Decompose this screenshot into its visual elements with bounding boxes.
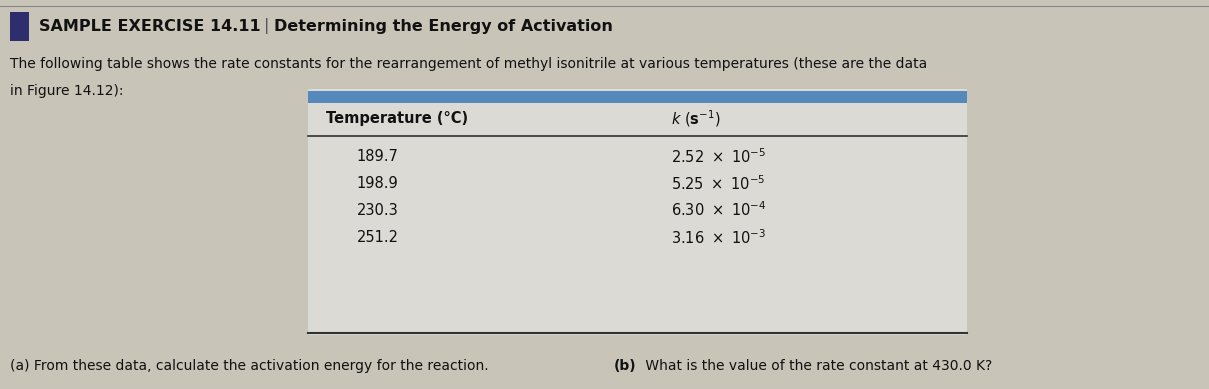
Text: What is the value of the rate constant at 430.0 K?: What is the value of the rate constant a… [641, 359, 993, 373]
Text: $5.25\ \times\ 10^{-5}$: $5.25\ \times\ 10^{-5}$ [671, 174, 765, 193]
Text: 189.7: 189.7 [357, 149, 399, 164]
Text: Determining the Energy of Activation: Determining the Energy of Activation [274, 19, 613, 34]
Text: $3.16\ \times\ 10^{-3}$: $3.16\ \times\ 10^{-3}$ [671, 228, 767, 247]
Text: (a) From these data, calculate the activation energy for the reaction.: (a) From these data, calculate the activ… [10, 359, 493, 373]
Text: |: | [264, 18, 268, 35]
Bar [10, 12, 29, 41]
Text: SAMPLE EXERCISE 14.11: SAMPLE EXERCISE 14.11 [39, 19, 260, 34]
Text: The following table shows the rate constants for the rearrangement of methyl iso: The following table shows the rate const… [10, 57, 927, 71]
Text: $\mathit{k}\ (\mathregular{s}^{-1})$: $\mathit{k}\ (\mathregular{s}^{-1})$ [671, 108, 721, 129]
Text: $6.30\ \times\ 10^{-4}$: $6.30\ \times\ 10^{-4}$ [671, 201, 767, 219]
Text: 198.9: 198.9 [357, 176, 399, 191]
Text: 230.3: 230.3 [357, 203, 399, 217]
Text: (b): (b) [614, 359, 637, 373]
Text: $2.52\ \times\ 10^{-5}$: $2.52\ \times\ 10^{-5}$ [671, 147, 767, 166]
FancyBboxPatch shape [308, 89, 967, 335]
Text: in Figure 14.12):: in Figure 14.12): [10, 84, 123, 98]
Text: 251.2: 251.2 [357, 230, 399, 245]
Bar [308, 91, 967, 103]
Text: Temperature (°C): Temperature (°C) [326, 111, 469, 126]
